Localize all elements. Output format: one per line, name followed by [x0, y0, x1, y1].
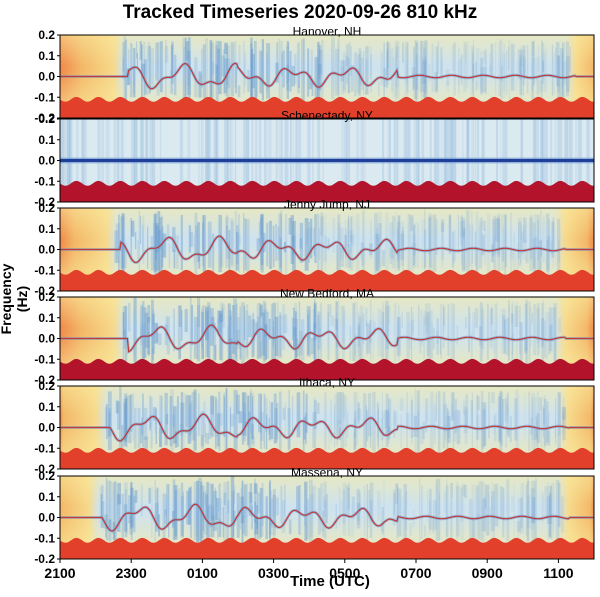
y-tick-label: 0.2	[38, 469, 55, 483]
y-tick-label: -0.2	[34, 552, 55, 566]
chart-title: Tracked Timeseries 2020-09-26 810 kHz	[122, 2, 478, 23]
y-tick-label: 0.0	[38, 421, 55, 435]
panel-title: Schenectady, NY	[281, 109, 373, 123]
panel-title: Jenny Jump, NJ	[284, 198, 370, 212]
y-tick-label: 0.2	[38, 112, 55, 126]
x-tick-label: 0900	[472, 565, 503, 581]
x-tick-label: 1100	[543, 565, 574, 581]
panel: Massena, NY 0.2 0.1 0.0 -0.1 -0.2	[34, 466, 595, 566]
y-tick-label: 0.1	[38, 311, 55, 325]
panel-title: New Bedford, MA	[280, 287, 374, 301]
panel-title: Massena, NY	[291, 466, 363, 480]
panel-title: Hanover, NH	[293, 25, 362, 39]
y-tick-label: 0.1	[38, 133, 55, 147]
x-tick-label: 0500	[329, 565, 360, 581]
y-tick-label: 0.0	[38, 70, 55, 84]
y-tick-label: 0.1	[38, 222, 55, 236]
y-tick-label: 0.2	[38, 201, 55, 215]
y-tick-label: -0.1	[34, 531, 55, 545]
x-tick-label: 0700	[400, 565, 431, 581]
x-tick-label: 2100	[44, 565, 75, 581]
panel: New Bedford, MA 0.2 0.1 0.0 -0.1 -0.2	[34, 287, 595, 387]
y-tick-label: -0.1	[34, 90, 55, 104]
y-tick-label: -0.2	[34, 284, 55, 298]
x-tick-label: 2300	[116, 565, 147, 581]
panel: Hanover, NH 0.2 0.1 0.0 -0.1 -0.2	[34, 25, 595, 125]
panel: Ithaca, NY 0.2 0.1 0.0 -0.1 -0.2	[34, 376, 595, 476]
y-tick-label: -0.2	[34, 111, 55, 125]
panel: Jenny Jump, NJ 0.2 0.1 0.0 -0.1 -0.2	[34, 198, 595, 298]
y-tick-label: 0.2	[38, 28, 55, 42]
y-tick-label: -0.1	[34, 441, 55, 455]
y-tick-label: -0.2	[34, 195, 55, 209]
y-tick-label: 0.0	[38, 243, 55, 257]
x-axis-label: Time (UTC)	[290, 573, 370, 590]
y-tick-label: -0.1	[34, 263, 55, 277]
x-tick-label: 0300	[258, 565, 289, 581]
y-tick-label: -0.1	[34, 174, 55, 188]
y-tick-label: 0.0	[38, 154, 55, 168]
y-tick-label: 0.1	[38, 49, 55, 63]
y-tick-label: 0.1	[38, 490, 55, 504]
y-tick-label: 0.0	[38, 511, 55, 525]
y-tick-label: -0.2	[34, 373, 55, 387]
y-tick-label: 0.1	[38, 400, 55, 414]
y-tick-label: 0.0	[38, 332, 55, 346]
y-tick-label: 0.2	[38, 290, 55, 304]
panel-title: Ithaca, NY	[299, 376, 355, 390]
y-tick-label: -0.1	[34, 352, 55, 366]
y-tick-label: -0.2	[34, 462, 55, 476]
y-tick-label: 0.2	[38, 379, 55, 393]
x-tick-label: 0100	[187, 565, 218, 581]
panel: Schenectady, NY 0.2 0.1 0.0 -0.1 -0.2	[34, 109, 595, 209]
